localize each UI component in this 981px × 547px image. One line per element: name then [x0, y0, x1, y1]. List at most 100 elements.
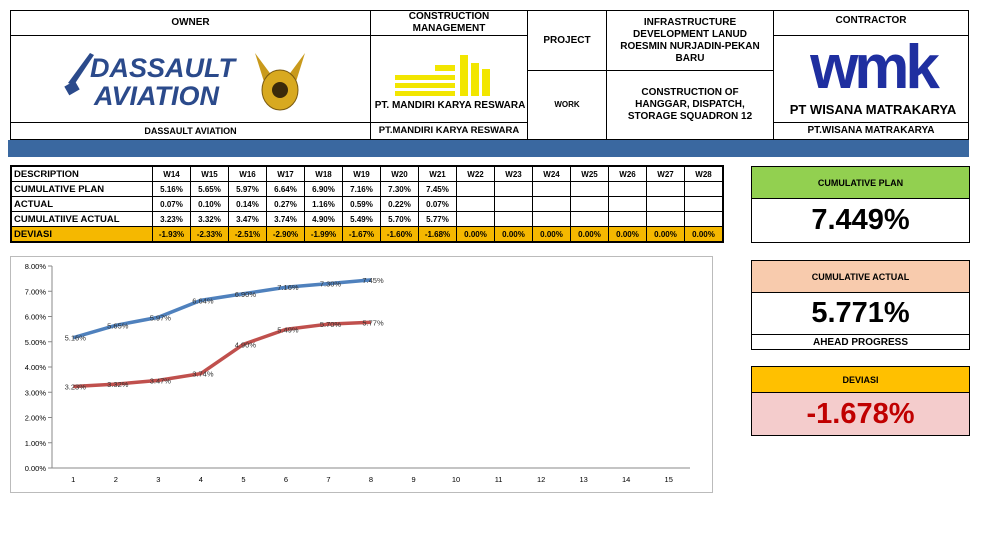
- table-cell: 0.00%: [456, 226, 495, 243]
- column-header: W21: [418, 165, 457, 182]
- data-label: 5.49%: [277, 325, 299, 334]
- owner-label: OWNER: [10, 10, 371, 36]
- column-header: W19: [342, 165, 381, 182]
- table-cell: [570, 196, 609, 212]
- row-label: DEVIASI: [10, 226, 153, 243]
- logo-text: DASSAULT: [90, 53, 238, 83]
- column-header: W16: [228, 165, 267, 182]
- column-header: W28: [684, 165, 724, 182]
- table-cell: 7.16%: [342, 181, 381, 197]
- table-row: CUMULATIIVE ACTUAL 3.23% 3.32% 3.47% 3.74% 4.…: [10, 211, 724, 227]
- table-cell: 0.27%: [266, 196, 305, 212]
- kpi-label: CUMULATIVE PLAN: [751, 166, 970, 199]
- table-cell: 0.00%: [646, 226, 685, 243]
- y-tick-label: 8.00%: [25, 262, 47, 271]
- y-tick-label: 7.00%: [25, 287, 47, 296]
- data-label: 5.70%: [320, 320, 342, 329]
- table-cell: [494, 211, 533, 227]
- table-cell: [646, 181, 685, 197]
- table-cell: [532, 196, 571, 212]
- y-tick-label: 6.00%: [25, 313, 47, 322]
- column-header: W15: [190, 165, 229, 182]
- x-tick-label: 13: [579, 475, 587, 484]
- table-cell: [684, 181, 724, 197]
- table-cell: 7.45%: [418, 181, 457, 197]
- table-cell: [684, 211, 724, 227]
- y-tick-label: 2.00%: [25, 414, 47, 423]
- table-cell: [456, 181, 495, 197]
- kpi-value: -1.678%: [751, 393, 970, 436]
- column-header: W14: [152, 165, 191, 182]
- column-header: W25: [570, 165, 609, 182]
- table-cell: 5.77%: [418, 211, 457, 227]
- cm-logo: PT. MANDIRI KARYA RESWARA: [375, 55, 525, 111]
- data-label: 5.77%: [362, 318, 384, 327]
- data-label: 6.90%: [235, 290, 257, 299]
- table-cell: -1.99%: [304, 226, 343, 243]
- table-cell: [532, 211, 571, 227]
- table-cell: 5.49%: [342, 211, 381, 227]
- owner-logos: DASSAULT AVIATION: [64, 53, 305, 111]
- contractor-label: CONTRACTOR: [773, 10, 969, 36]
- table-cell: [456, 196, 495, 212]
- table-cell: 5.97%: [228, 181, 267, 197]
- table-cell: [608, 181, 647, 197]
- blue-band: [8, 140, 969, 157]
- x-tick-label: 10: [452, 475, 460, 484]
- series-line: [72, 278, 372, 340]
- project: INFRASTRUCTURE DEVELOPMENT LANUD ROESMIN…: [606, 10, 774, 71]
- table-cell: [570, 181, 609, 197]
- work: CONSTRUCTION OF HANGGAR, DISPATCH, STORA…: [606, 70, 774, 140]
- table-cell: 6.64%: [266, 181, 305, 197]
- table-cell: [570, 211, 609, 227]
- table-cell: 3.47%: [228, 211, 267, 227]
- table-cell: 6.90%: [304, 181, 343, 197]
- table-cell: 0.14%: [228, 196, 267, 212]
- column-header: W26: [608, 165, 647, 182]
- table-cell: [684, 196, 724, 212]
- progress-table: DESCRIPTION W14 W15 W16 W17 W18 W19 W20 W21 W22 W2…: [10, 165, 724, 243]
- data-label: 3.23%: [65, 382, 87, 391]
- table-cell: [494, 181, 533, 197]
- logo-text: PT. MANDIRI KARYA RESWARA: [375, 100, 525, 111]
- table-cell: [532, 181, 571, 197]
- y-tick-label: 0.00%: [25, 464, 47, 473]
- data-label: 7.45%: [362, 276, 384, 285]
- table-cell: 0.00%: [684, 226, 724, 243]
- x-tick-label: 3: [156, 475, 160, 484]
- table-cell: [646, 211, 685, 227]
- work-label: WORK: [527, 70, 607, 140]
- cm-label: CONSTRUCTION MANAGEMENT: [370, 10, 528, 36]
- table-cell: 0.22%: [380, 196, 419, 212]
- kpi-label: DEVIASI: [751, 366, 970, 393]
- table-cell: -2.90%: [266, 226, 305, 243]
- table-cell: -1.60%: [380, 226, 419, 243]
- kpi-value: 5.771%: [751, 293, 970, 335]
- contractor: PT.WISANA MATRAKARYA: [773, 122, 969, 140]
- x-tick-label: 4: [199, 475, 203, 484]
- data-label: 7.16%: [277, 283, 299, 292]
- y-tick-label: 1.00%: [25, 439, 47, 448]
- column-header: W22: [456, 165, 495, 182]
- kpi-value: 7.449%: [751, 199, 970, 243]
- table-cell: 1.16%: [304, 196, 343, 212]
- x-tick-label: 5: [241, 475, 245, 484]
- table-cell: 0.07%: [418, 196, 457, 212]
- dassault-emblem: [68, 53, 94, 85]
- row-label: CUMULATIVE PLAN: [10, 181, 153, 197]
- x-tick-label: 9: [411, 475, 415, 484]
- data-label: 5.97%: [150, 313, 172, 322]
- table-cell: 0.00%: [570, 226, 609, 243]
- logo-text: AVIATION: [93, 81, 219, 111]
- table-cell: 0.10%: [190, 196, 229, 212]
- data-label: 6.64%: [192, 296, 214, 305]
- s-curve-chart: 0.00% 1.00% 2.00% 3.00% 4.00% 5.00% 6.00% 7.00%…: [10, 256, 713, 493]
- table-cell: 4.90%: [304, 211, 343, 227]
- table-cell: -1.93%: [152, 226, 191, 243]
- table-cell: 0.00%: [494, 226, 533, 243]
- table-cell: [646, 196, 685, 212]
- table-cell: 0.07%: [152, 196, 191, 212]
- table-cell: -2.33%: [190, 226, 229, 243]
- chart-frame: [10, 256, 713, 493]
